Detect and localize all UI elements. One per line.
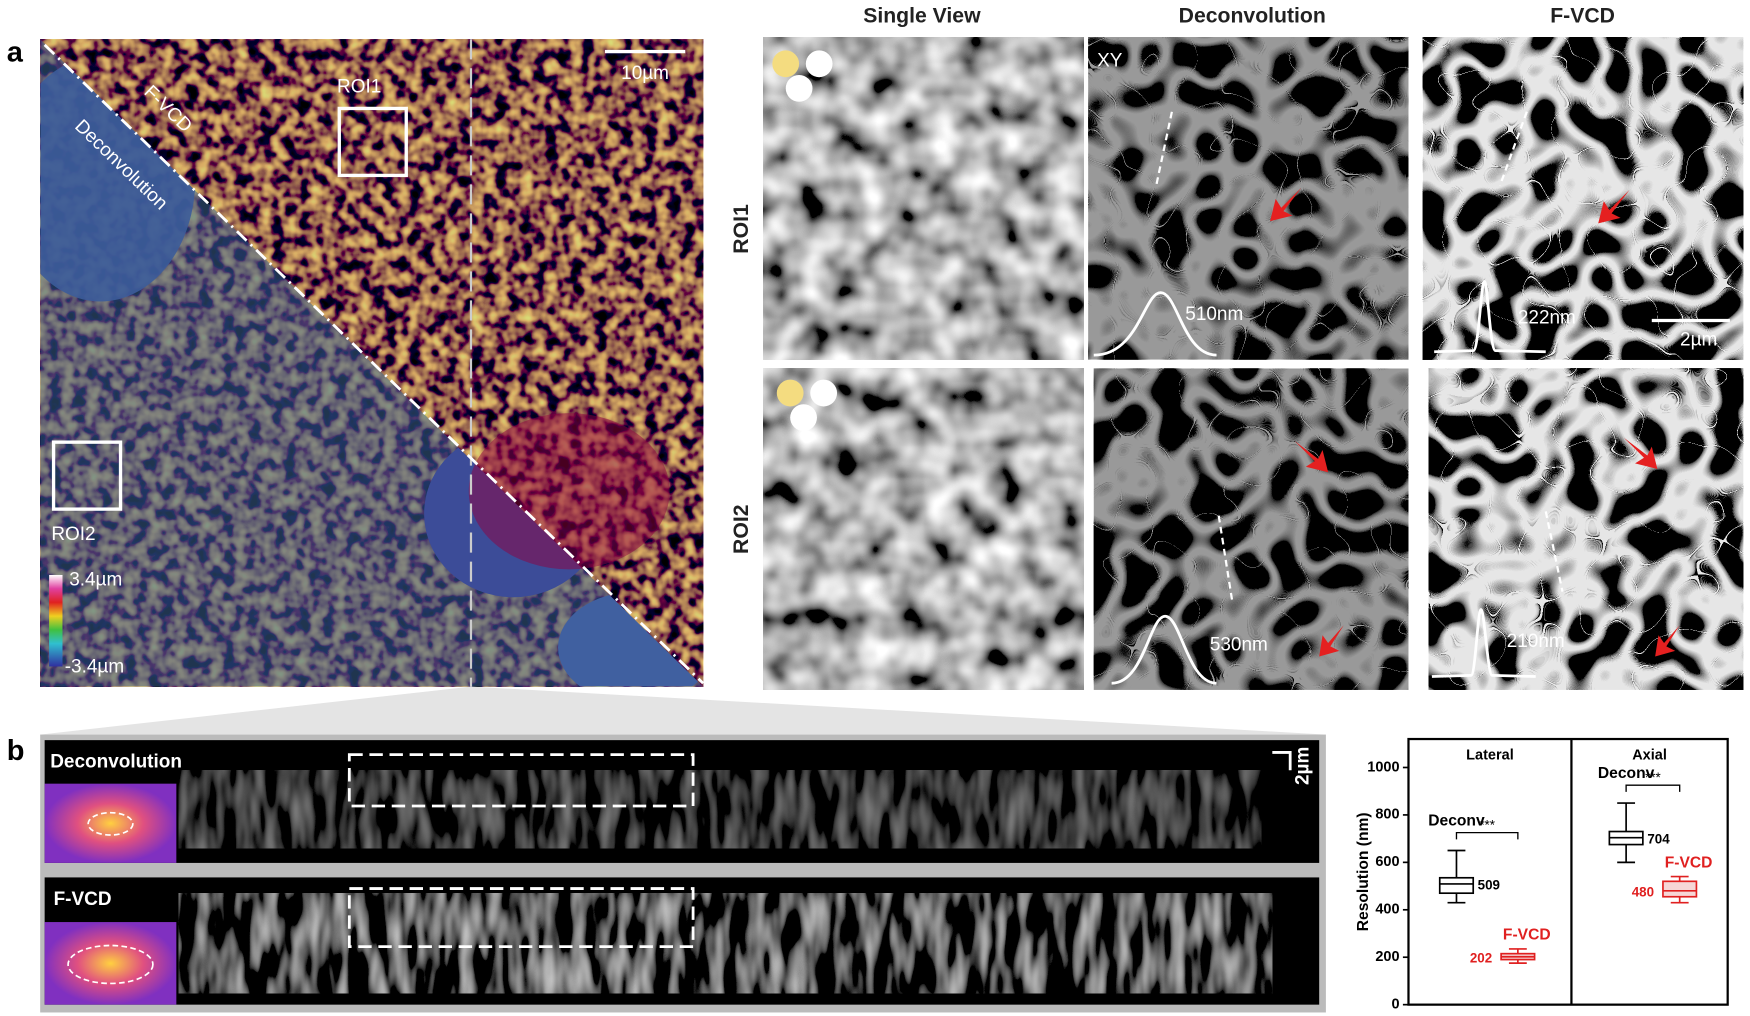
fvcd-strip bbox=[178, 893, 1273, 994]
median-label: 704 bbox=[1647, 831, 1670, 846]
nucleus-fvcd bbox=[468, 413, 670, 570]
profile-line bbox=[1544, 511, 1564, 592]
single-view-image bbox=[763, 37, 1084, 360]
colorbar-label: -3.4µm bbox=[65, 657, 124, 678]
fft-ellipse bbox=[67, 944, 154, 985]
strip-label: F-VCD bbox=[54, 889, 112, 910]
arrow bbox=[1655, 625, 1680, 657]
series-label: Deconv bbox=[1428, 813, 1485, 830]
column-header: Deconvolution bbox=[1179, 5, 1326, 28]
column-header: F-VCD bbox=[1550, 5, 1615, 28]
icon-dot bbox=[790, 404, 817, 431]
roi-label: ROI1 bbox=[337, 76, 381, 97]
series-label: F-VCD bbox=[1503, 927, 1551, 944]
view-label: XY bbox=[1097, 51, 1123, 72]
y-tick-label: 200 bbox=[1375, 949, 1399, 965]
significance-bracket bbox=[1625, 784, 1681, 792]
row-label: ROI1 bbox=[730, 204, 753, 254]
roi-box bbox=[51, 440, 123, 511]
group-label: Lateral bbox=[1466, 748, 1514, 764]
profile-line bbox=[1498, 111, 1528, 186]
colorbar-label: 3.4µm bbox=[69, 570, 122, 591]
arrow bbox=[1294, 441, 1329, 473]
roi-rect bbox=[347, 887, 695, 949]
fwhm-label: 510nm bbox=[1185, 304, 1243, 325]
zoom-connector bbox=[40, 686, 1326, 735]
panel-label: a bbox=[7, 36, 24, 68]
arrow bbox=[1598, 189, 1630, 224]
profile-curve bbox=[1434, 280, 1546, 354]
box bbox=[1438, 876, 1475, 895]
panel-label: b bbox=[7, 735, 25, 767]
icon-dot bbox=[772, 50, 800, 78]
profile-line bbox=[1217, 515, 1234, 601]
profile-curve bbox=[1093, 291, 1217, 357]
y-tick-label: 1000 bbox=[1367, 759, 1399, 775]
scale-bar-label: 10µm bbox=[621, 63, 669, 84]
deconv-strip bbox=[178, 770, 1262, 849]
row-label: ROI2 bbox=[730, 504, 753, 553]
significance-bracket bbox=[1455, 831, 1519, 840]
fft-ellipse bbox=[87, 811, 134, 836]
fvcd-image bbox=[1428, 368, 1744, 690]
roi-label: ROI2 bbox=[51, 524, 95, 545]
y-tick-label: 800 bbox=[1375, 807, 1399, 823]
fvcd-image bbox=[1422, 37, 1744, 360]
column-header: Single View bbox=[863, 5, 981, 28]
scale-bar bbox=[1272, 751, 1292, 771]
view-icon bbox=[772, 50, 833, 102]
profile-curve bbox=[1431, 608, 1536, 678]
significance-label: *** bbox=[1645, 770, 1661, 785]
y-tick-label: 600 bbox=[1375, 854, 1399, 870]
profile-curve bbox=[1111, 614, 1217, 685]
box-plot: 0 200 400 600 800 1000 Lateral *** Axial *** 509 De… bbox=[1367, 748, 1712, 1013]
deconv-image bbox=[1088, 37, 1409, 360]
fft-inset bbox=[44, 922, 177, 1005]
profile-line bbox=[1155, 111, 1173, 186]
arrows bbox=[1270, 187, 1680, 657]
icon-dot bbox=[776, 379, 804, 407]
profiles bbox=[1093, 280, 1546, 685]
median-label: 480 bbox=[1632, 885, 1654, 900]
fwhm-label: 530nm bbox=[1210, 634, 1268, 655]
series-label: Deconv bbox=[1598, 765, 1655, 782]
median-label: 509 bbox=[1478, 878, 1500, 893]
strip-label: Deconvolution bbox=[50, 751, 182, 772]
median-label: 202 bbox=[1470, 951, 1492, 966]
y-tick-label: 400 bbox=[1375, 902, 1399, 918]
arrow bbox=[1623, 437, 1658, 469]
icon-dot bbox=[810, 379, 838, 407]
arrow bbox=[1319, 625, 1344, 657]
group-label: Axial bbox=[1632, 748, 1667, 764]
roi-rect bbox=[347, 753, 695, 808]
divider bbox=[43, 43, 705, 685]
y-axis-label: Resolution (nm) bbox=[1355, 812, 1372, 931]
single-view-image bbox=[763, 368, 1084, 690]
box bbox=[1662, 880, 1698, 898]
fft-inset bbox=[44, 783, 177, 863]
roi-box bbox=[337, 106, 408, 178]
y-tick-label: 0 bbox=[1391, 996, 1399, 1012]
plot-frame bbox=[1407, 737, 1729, 1006]
fwhm-label: 210nm bbox=[1507, 631, 1565, 652]
profile-lines bbox=[1155, 111, 1564, 601]
scale-bar-label: 2µm bbox=[1293, 747, 1314, 785]
fwhm-label: 222nm bbox=[1518, 307, 1576, 328]
deconv-image bbox=[1093, 368, 1409, 690]
arrow bbox=[1270, 187, 1302, 222]
significance-label: *** bbox=[1479, 817, 1495, 832]
scale-bar-label: 2µm bbox=[1680, 330, 1717, 351]
icon-dot bbox=[785, 74, 813, 102]
view-icon bbox=[776, 379, 838, 431]
colorbar bbox=[49, 574, 63, 667]
series-label: F-VCD bbox=[1665, 854, 1713, 871]
icon-dot bbox=[805, 50, 833, 78]
